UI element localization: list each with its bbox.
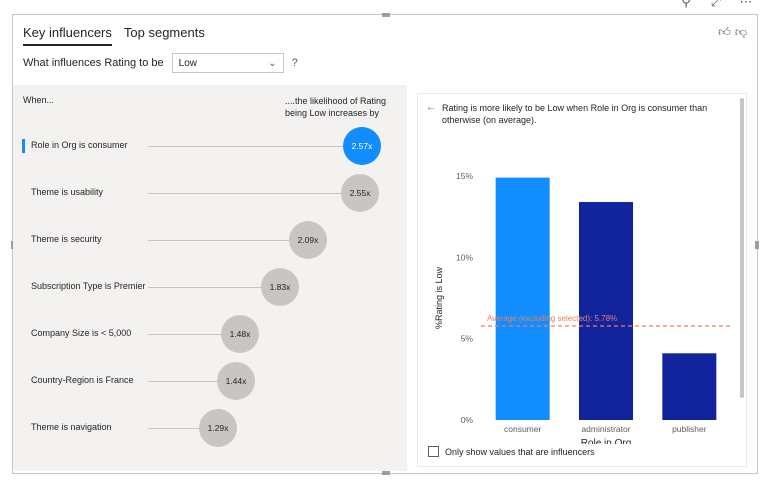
influencer-bubble[interactable]: 1.48x xyxy=(221,315,259,353)
bar-consumer xyxy=(495,177,550,420)
focus-mode-icon[interactable]: ⤢ xyxy=(710,0,722,9)
thumbs-up-icon[interactable]: 👍︎ xyxy=(718,25,731,39)
y-tick-label: 10% xyxy=(456,252,473,262)
influencer-bubble[interactable]: 2.57x xyxy=(343,127,381,165)
only-influencers-checkbox[interactable] xyxy=(428,446,439,457)
influencer-label: Country-Region is France xyxy=(31,375,134,385)
y-tick-label: 5% xyxy=(461,334,474,344)
when-header: When... xyxy=(23,95,55,105)
thumbs-down-icon[interactable]: 👎︎ xyxy=(734,25,747,39)
influencer-bubble[interactable]: 1.29x xyxy=(199,409,237,447)
influencer-connector-line xyxy=(148,334,221,335)
x-axis-title: Role in Org xyxy=(581,438,632,444)
resize-handle-top[interactable] xyxy=(382,13,390,17)
tab-top-segments[interactable]: Top segments xyxy=(123,25,205,40)
influencer-label: Company Size is < 5,000 xyxy=(31,328,132,338)
influencer-connector-line xyxy=(148,428,199,429)
chevron-down-icon: ⌄ xyxy=(268,57,277,69)
key-influencers-visual: Key influencers Top segments 👍︎ 👎︎ What … xyxy=(11,13,759,475)
influencer-label: Subscription Type is Premier xyxy=(31,281,146,291)
only-influencers-label: Only show values that are influencers xyxy=(445,446,595,457)
only-influencers-toggle[interactable]: Only show values that are influencers xyxy=(428,446,595,457)
influencer-row[interactable]: Company Size is < 5,000 1.48x xyxy=(13,313,407,359)
influencer-connector-line xyxy=(148,146,343,147)
influencers-panel: When... ....the likelihood of Rating bei… xyxy=(13,85,407,471)
influencer-row[interactable]: Country-Region is France 1.44x xyxy=(13,360,407,406)
tab-bar: Key influencers Top segments xyxy=(23,25,205,46)
resize-handle-right[interactable] xyxy=(755,241,759,249)
influencer-row[interactable]: Theme is usability 2.55x xyxy=(13,172,407,218)
selected-indicator xyxy=(22,139,25,153)
influencer-connector-line xyxy=(148,193,341,194)
role-bar-chart: 0% 5% 10% 15% consumer administrator publisher… xyxy=(434,171,731,444)
influencer-bubble[interactable]: 2.09x xyxy=(289,221,327,259)
detail-explanation: Rating is more likely to be Low when Rol… xyxy=(442,103,708,125)
average-reference-label: Average (excluding selected): 5.78% xyxy=(487,314,617,323)
influencer-bubble[interactable]: 2.55x xyxy=(341,174,379,212)
question-bar: What influences Rating to be Low ⌄ ? xyxy=(23,53,298,73)
tab-key-influencers[interactable]: Key influencers xyxy=(23,25,112,46)
detail-scrollbar[interactable] xyxy=(740,98,744,398)
influencer-bubble[interactable]: 1.44x xyxy=(217,362,255,400)
influencer-label: Theme is security xyxy=(31,234,102,244)
likelihood-header: ....the likelihood of Rating being Low i… xyxy=(285,96,387,118)
help-icon[interactable]: ? xyxy=(291,57,298,69)
influencer-connector-line xyxy=(148,381,217,382)
influencer-bubble[interactable]: 1.83x xyxy=(261,268,299,306)
bar-administrator xyxy=(579,202,633,420)
influencer-label: Theme is navigation xyxy=(31,422,112,432)
y-tick-label: 0% xyxy=(461,415,474,425)
influencer-row[interactable]: Theme is security 2.09x xyxy=(13,219,407,265)
influencer-connector-line xyxy=(148,287,261,288)
back-arrow-icon[interactable]: ← xyxy=(426,102,436,113)
resize-handle-bottom[interactable] xyxy=(382,471,390,475)
influencer-row[interactable]: Role in Org is consumer 2.57x xyxy=(13,125,407,171)
more-options-icon[interactable]: ⋯ xyxy=(739,0,753,9)
bar-publisher xyxy=(662,353,717,420)
x-tick-label: publisher xyxy=(672,424,707,434)
question-label: What influences Rating to be xyxy=(23,57,164,69)
detail-panel: ← Rating is more likely to be Low when R… xyxy=(417,93,747,467)
x-tick-label: administrator xyxy=(581,424,630,434)
filter-icon[interactable]: ⚲ xyxy=(681,0,691,9)
influencer-label: Theme is usability xyxy=(31,187,104,197)
y-axis-title: %Rating is Low xyxy=(434,266,444,329)
influencer-row[interactable]: Subscription Type is Premier 1.83x xyxy=(13,266,407,312)
y-tick-label: 15% xyxy=(456,171,473,181)
rating-value-dropdown[interactable]: Low ⌄ xyxy=(171,53,284,73)
x-tick-label: consumer xyxy=(504,424,541,434)
influencer-row[interactable]: Theme is navigation 1.29x xyxy=(13,407,407,453)
influencer-label: Role in Org is consumer xyxy=(31,140,128,150)
influencer-connector-line xyxy=(148,240,289,241)
dropdown-value: Low xyxy=(178,57,197,69)
